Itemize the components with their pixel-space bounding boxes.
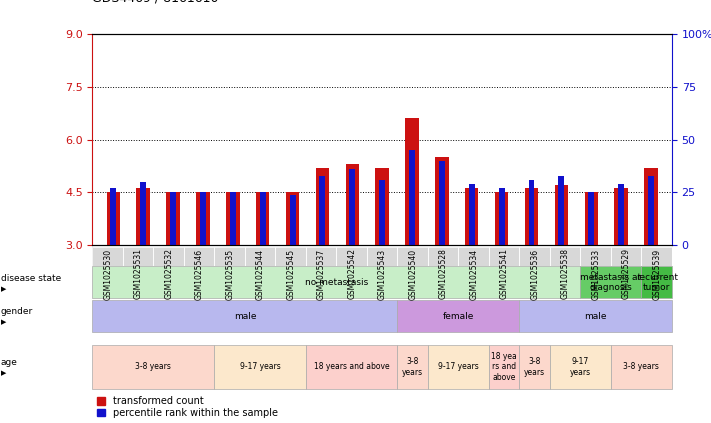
Text: 3-8
years: 3-8 years xyxy=(402,357,423,376)
Bar xyxy=(435,157,449,245)
Text: ▶: ▶ xyxy=(1,319,6,326)
Text: 3-8
years: 3-8 years xyxy=(524,357,545,376)
Bar xyxy=(375,168,389,245)
Text: ▶: ▶ xyxy=(1,286,6,292)
Text: GSM1025536: GSM1025536 xyxy=(530,248,539,299)
Text: 18 yea
rs and
above: 18 yea rs and above xyxy=(491,352,517,382)
Bar xyxy=(379,180,385,245)
Text: GSM1025540: GSM1025540 xyxy=(408,248,417,299)
Text: female: female xyxy=(443,312,474,321)
Text: disease state: disease state xyxy=(1,274,61,283)
Text: GSM1025546: GSM1025546 xyxy=(195,248,203,299)
Text: GSM1025534: GSM1025534 xyxy=(469,248,479,299)
Bar xyxy=(588,192,594,245)
Bar xyxy=(256,192,269,245)
Text: GSM1025529: GSM1025529 xyxy=(621,248,631,299)
Text: GSM1025538: GSM1025538 xyxy=(561,248,570,299)
Bar xyxy=(409,150,415,245)
Text: GSM1025528: GSM1025528 xyxy=(439,248,448,299)
Bar xyxy=(319,176,326,245)
Text: GSM1025544: GSM1025544 xyxy=(256,248,264,299)
Text: GSM1025542: GSM1025542 xyxy=(347,248,356,299)
Text: 9-17
years: 9-17 years xyxy=(570,357,591,376)
Bar xyxy=(614,188,628,245)
Bar xyxy=(110,188,117,245)
Bar xyxy=(316,168,329,245)
Bar xyxy=(107,192,120,245)
Text: GDS4469 / 8161610: GDS4469 / 8161610 xyxy=(92,0,219,4)
Text: GSM1025530: GSM1025530 xyxy=(103,248,112,299)
Bar xyxy=(260,192,266,245)
Text: gender: gender xyxy=(1,308,33,316)
Text: GSM1025541: GSM1025541 xyxy=(500,248,508,299)
Text: male: male xyxy=(234,312,256,321)
Bar xyxy=(286,192,299,245)
Text: 3-8 years: 3-8 years xyxy=(136,363,171,371)
Text: 18 years and above: 18 years and above xyxy=(314,363,390,371)
Text: GSM1025535: GSM1025535 xyxy=(225,248,234,299)
Bar xyxy=(289,195,296,245)
Text: GSM1025545: GSM1025545 xyxy=(286,248,295,299)
Bar xyxy=(405,118,419,245)
Bar xyxy=(465,188,479,245)
Bar xyxy=(498,188,505,245)
Bar xyxy=(346,164,359,245)
Bar xyxy=(200,192,206,245)
Text: ▶: ▶ xyxy=(1,370,6,376)
Bar xyxy=(618,184,624,245)
Bar xyxy=(525,188,538,245)
Text: age: age xyxy=(1,358,18,367)
Legend: transformed count, percentile rank within the sample: transformed count, percentile rank withi… xyxy=(97,396,278,418)
Bar xyxy=(137,188,150,245)
Bar xyxy=(349,169,356,245)
Bar xyxy=(555,185,568,245)
Text: male: male xyxy=(584,312,607,321)
Bar xyxy=(140,182,146,245)
Text: GSM1025533: GSM1025533 xyxy=(591,248,600,299)
Text: GSM1025543: GSM1025543 xyxy=(378,248,387,299)
Text: 9-17 years: 9-17 years xyxy=(240,363,281,371)
Bar xyxy=(495,192,508,245)
Bar xyxy=(230,192,236,245)
Text: GSM1025539: GSM1025539 xyxy=(652,248,661,299)
Text: metastasis at
diagnosis: metastasis at diagnosis xyxy=(580,273,641,292)
Bar xyxy=(170,192,176,245)
Bar xyxy=(226,192,240,245)
Bar xyxy=(644,168,658,245)
Text: no metastasis: no metastasis xyxy=(305,278,368,287)
Text: 9-17 years: 9-17 years xyxy=(438,363,479,371)
Bar xyxy=(584,192,598,245)
Bar xyxy=(558,176,565,245)
Bar xyxy=(469,184,475,245)
Text: 3-8 years: 3-8 years xyxy=(624,363,659,371)
Text: recurrent
tumor: recurrent tumor xyxy=(636,273,678,292)
Bar xyxy=(196,192,210,245)
Bar xyxy=(648,176,654,245)
Text: GSM1025537: GSM1025537 xyxy=(316,248,326,299)
Text: GSM1025532: GSM1025532 xyxy=(164,248,173,299)
Text: GSM1025531: GSM1025531 xyxy=(134,248,143,299)
Bar xyxy=(528,180,535,245)
Bar xyxy=(166,192,180,245)
Bar xyxy=(439,161,445,245)
